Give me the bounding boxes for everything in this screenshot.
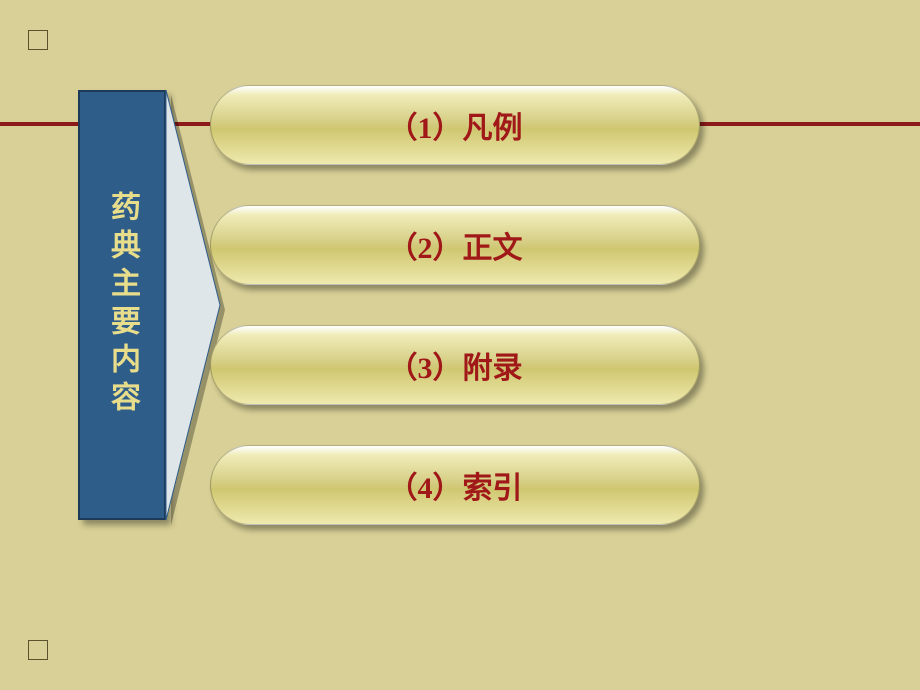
list-item: （4）索引 <box>210 445 700 525</box>
list-item: （1）凡例 <box>210 85 700 165</box>
list-item-label: （2）正文 <box>388 223 523 267</box>
list-item: （2）正文 <box>210 205 700 285</box>
corner-decor-bottom <box>28 640 48 660</box>
list-item-label: （3）附录 <box>388 343 523 387</box>
list-item-label: （1）凡例 <box>388 103 523 147</box>
slide-container: 药典主要内容 （1）凡例 （2）正文 （3）附录 （4）索引 <box>0 0 920 690</box>
list-item: （3）附录 <box>210 325 700 405</box>
list-item-label: （4）索引 <box>388 463 523 507</box>
